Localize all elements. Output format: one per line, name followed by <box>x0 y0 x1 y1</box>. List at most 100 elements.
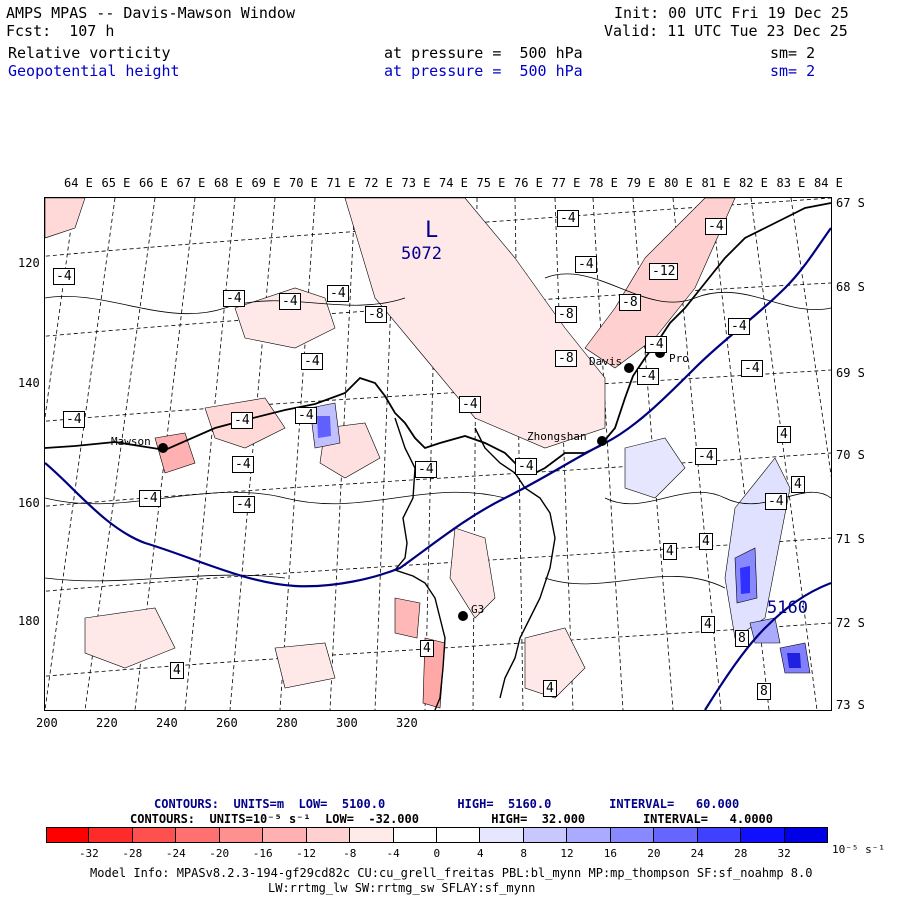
lon-label: 64 E <box>64 176 93 190</box>
contour-info-height: CONTOURS: UNITS=m LOW= 5100.0 HIGH= 5160… <box>154 797 740 811</box>
colorbar-label: 32 <box>777 847 791 860</box>
lon-label: 80 E <box>664 176 693 190</box>
contour-value-box: -12 <box>649 263 679 280</box>
contour-value-box: -4 <box>139 490 161 507</box>
lat-label: 70 S <box>836 448 865 462</box>
colorbar-cell <box>523 827 568 843</box>
contour-value-box: -8 <box>555 350 577 367</box>
contour-value-box: -4 <box>53 268 75 285</box>
station-progress-label: Pro <box>669 352 689 365</box>
chart-title: AMPS MPAS -- Davis-Mawson Window <box>6 4 295 22</box>
model-info: Model Info: MPASv8.2.3-194-gf29cd82c CU:… <box>90 866 813 880</box>
contour-value-box: -4 <box>223 290 245 307</box>
contour-value-box: 4 <box>170 662 184 679</box>
lon-label: 84 E <box>814 176 843 190</box>
lon-label: 69 E <box>251 176 281 190</box>
contour-value-box: -8 <box>619 294 641 311</box>
contour-value-box: -4 <box>232 456 254 473</box>
x-tick-label: 220 <box>96 716 118 730</box>
init-time: Init: 00 UTC Fri 19 Dec 25 <box>614 4 849 22</box>
lon-label: 74 E <box>439 176 468 190</box>
colorbar-label: -16 <box>252 847 273 860</box>
colorbar-cell <box>132 827 177 843</box>
station-mawson-label: Mawson <box>111 435 151 448</box>
contour-value-box: -4 <box>705 218 727 235</box>
colorbar-label: -20 <box>209 847 230 860</box>
x-tick-label: 300 <box>336 716 358 730</box>
contour-value-box: -4 <box>459 396 481 413</box>
lon-label: 68 E <box>214 176 243 190</box>
field1-smooth: sm= 2 <box>770 44 816 62</box>
lon-label: 77 E <box>551 176 581 190</box>
contour-value-box: -4 <box>301 353 323 370</box>
colorbar-label: 16 <box>603 847 618 860</box>
colorbar-label: -28 <box>122 847 143 860</box>
colorbar-cell <box>219 827 264 843</box>
x-tick-label: 320 <box>396 716 418 730</box>
contour-value-box: -4 <box>515 458 537 475</box>
x-tick-label: 200 <box>36 716 58 730</box>
lat-label: 68 S <box>836 280 865 294</box>
lon-label: 75 E <box>476 176 506 190</box>
contour-value-box: -4 <box>279 293 301 310</box>
contour-value-box: 8 <box>735 630 749 647</box>
field1-level: at pressure = 500 hPa <box>384 44 583 62</box>
model-info-2: LW:rrtmg_lw SW:rrtmg_sw SFLAY:sf_mynn <box>268 881 536 895</box>
contour-value-box: -4 <box>645 336 667 353</box>
colorbar-label: -32 <box>78 847 99 860</box>
lon-label: 82 E <box>739 176 768 190</box>
lon-label: 72 E <box>364 176 393 190</box>
contour-value-box: -4 <box>557 210 579 227</box>
contour-value-box: -4 <box>415 461 437 478</box>
lon-label: 81 E <box>701 176 731 190</box>
contour-value-box: -4 <box>295 407 317 424</box>
lon-label: 71 E <box>326 176 356 190</box>
lon-label: 65 E <box>101 176 131 190</box>
colorbar-cell <box>741 827 785 843</box>
station-g3-marker <box>458 611 468 621</box>
colorbar-label: 20 <box>647 847 661 860</box>
contour-value-box: -4 <box>233 496 255 513</box>
colorbar-label: -4 <box>386 847 400 860</box>
field2-smooth: sm= 2 <box>770 62 816 80</box>
lon-label: 78 E <box>589 176 618 190</box>
station-mawson-marker <box>158 443 168 453</box>
colorbar-cell <box>480 827 524 843</box>
lon-label: 76 E <box>514 176 543 190</box>
x-tick-label: 260 <box>216 716 238 730</box>
contour-value-box: -4 <box>575 256 597 273</box>
contour-value-box: -4 <box>327 285 349 302</box>
colorbar-cell <box>567 827 611 843</box>
contour-value-box: 8 <box>757 683 771 700</box>
low-marker: L <box>425 218 439 243</box>
colorbar-label: 8 <box>520 847 527 860</box>
colorbar-cell <box>89 827 133 843</box>
x-tick-label: 240 <box>156 716 178 730</box>
colorbar-cell <box>784 827 828 843</box>
field2-level: at pressure = 500 hPa <box>384 62 583 80</box>
high-contour-label: 5160 <box>767 598 808 618</box>
colorbar-cell <box>437 827 481 843</box>
vorticity-shading <box>45 198 736 709</box>
lon-label: 73 E <box>401 176 431 190</box>
contour-value-box: -4 <box>741 360 763 377</box>
contour-value-box: -8 <box>365 306 387 323</box>
lat-label: 67 S <box>836 196 865 210</box>
map-plot[interactable]: Mawson Davis Zhongshan G3 Pro L 5072 516… <box>44 197 832 711</box>
colorbar-label: -8 <box>343 847 357 860</box>
lon-label: 83 E <box>776 176 806 190</box>
lon-label: 66 E <box>139 176 168 190</box>
station-davis-label: Davis <box>589 355 623 368</box>
colorbar-label: 24 <box>690 847 704 860</box>
y-tick-label: 180 <box>18 614 40 628</box>
station-davis-marker <box>624 363 634 373</box>
contour-value-box: 4 <box>777 426 791 443</box>
lat-label: 69 S <box>836 366 865 380</box>
forecast-hour: Fcst: 107 h <box>6 22 115 40</box>
contour-value-box: 4 <box>420 640 434 657</box>
colorbar-label: 12 <box>560 847 574 860</box>
colorbar-label: 4 <box>476 847 484 860</box>
lon-label: 79 E <box>626 176 656 190</box>
contour-value-box: 4 <box>663 543 677 560</box>
contour-value-box: -4 <box>695 448 717 465</box>
